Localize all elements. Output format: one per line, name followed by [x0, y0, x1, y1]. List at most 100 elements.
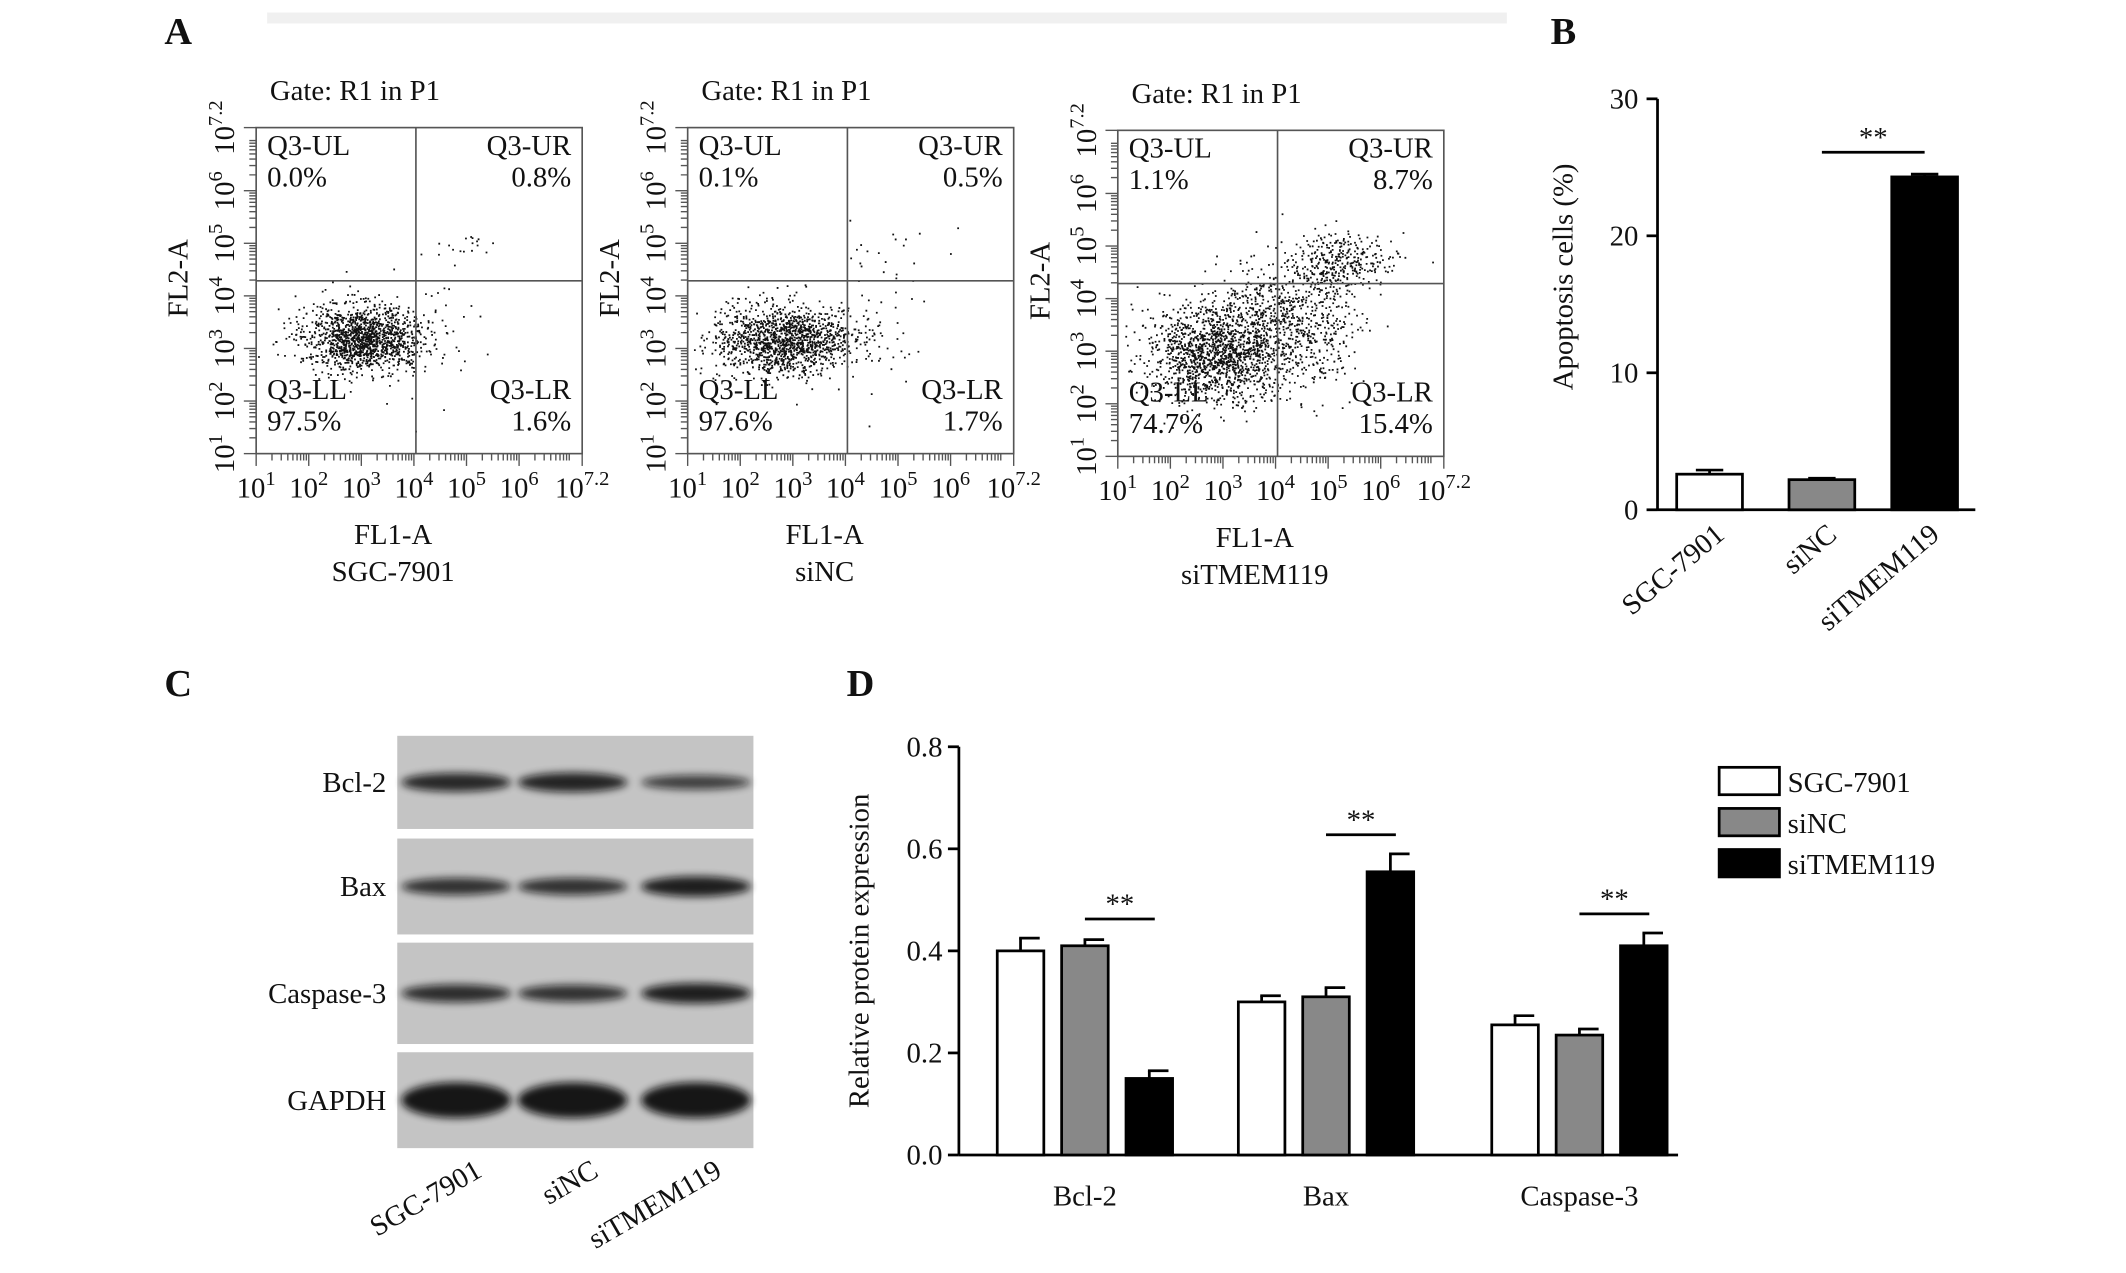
y-tick-label: 107.2 [636, 100, 672, 154]
gate-title: Gate: R1 in P1 [270, 75, 440, 107]
minor-ticks [1110, 142, 1432, 464]
bar [1554, 1033, 1605, 1157]
quadrant-percent: 97.5% [267, 405, 341, 437]
quadrant-percent: 8.7% [1373, 164, 1433, 196]
plot-frame [1116, 129, 1445, 458]
sample-label: SGC-7901 [332, 556, 455, 588]
y-tick-label: 104 [636, 276, 672, 315]
x-tick-label: SGC-7901 [1616, 518, 1731, 622]
quadrant-percent: 1.6% [511, 405, 571, 437]
x-tick-label: 107.2 [986, 468, 1040, 504]
legend-swatch [1717, 765, 1781, 797]
x-axis-label: FL1-A [354, 519, 432, 551]
blot-band [517, 984, 628, 1002]
x-tick-label: 102 [721, 468, 760, 504]
x-tick-label: Caspase-3 [1520, 1181, 1638, 1213]
y-tick-label: 107.2 [1067, 103, 1103, 157]
significance-mark: ** [1859, 122, 1888, 154]
y-tick-label: 103 [636, 329, 672, 368]
bar [1490, 1023, 1540, 1157]
quadrant-name: Q3-LR [490, 374, 572, 406]
y-axis-label: FL2-A [163, 239, 195, 318]
quadrant-percent: 1.7% [943, 405, 1003, 437]
minor-ticks [249, 139, 570, 461]
x-tick-label: 105 [1309, 471, 1348, 507]
blot-band [641, 1082, 751, 1119]
x-tick-label: Bcl-2 [1053, 1181, 1117, 1213]
y-tick-label: 104 [205, 276, 241, 315]
y-tick-label: 105 [205, 224, 241, 263]
y-tick-label: 102 [1067, 384, 1103, 423]
panel-label: D [847, 663, 875, 705]
x-tick-label: 103 [773, 468, 812, 504]
bar [1301, 995, 1351, 1157]
x-tick-label: 101 [1098, 471, 1137, 507]
x-tick-label: 101 [237, 468, 276, 504]
y-tick-label: 102 [205, 382, 241, 421]
blot-lane-label: siTMEM119 [583, 1154, 727, 1255]
x-axis-label: FL1-A [1216, 522, 1294, 554]
x-tick-label: 105 [878, 468, 917, 504]
quadrant-name: Q3-LL [267, 374, 347, 406]
blot-row-label: Caspase-3 [268, 978, 386, 1010]
x-tick-label: 102 [1151, 471, 1190, 507]
blot-band [401, 773, 511, 792]
x-tick-label: 104 [826, 468, 865, 504]
y-axis-label: FL2-A [1024, 242, 1056, 320]
quadrant-name: Q3-LL [699, 374, 779, 406]
gate-title: Gate: R1 in P1 [1131, 78, 1301, 110]
y-tick-label: 20 [1610, 220, 1639, 252]
quadrant-name: Q3-UR [487, 130, 572, 162]
x-tick-label: 107.2 [1417, 471, 1471, 507]
y-tick-label: 101 [205, 434, 241, 473]
y-tick-label: 103 [205, 329, 241, 368]
sample-label: siNC [795, 556, 854, 588]
blot-band [517, 878, 628, 895]
plot-frame [255, 126, 584, 455]
x-axis-label: FL1-A [786, 519, 865, 551]
x-tick-label: 107.2 [555, 468, 609, 504]
x-tick-label: 106 [1361, 471, 1400, 507]
blot-lane-label: siNC [536, 1154, 603, 1211]
blot-band [641, 775, 751, 790]
y-tick-label: 106 [1067, 174, 1103, 213]
y-tick-label: 0.2 [907, 1038, 943, 1070]
x-tick-label: 104 [1256, 471, 1295, 507]
bar [1787, 478, 1857, 512]
quadrant-name: Q3-LR [921, 374, 1003, 406]
minor-ticks [680, 139, 1002, 461]
quadrant-name: Q3-UL [267, 130, 350, 162]
panel-label: C [164, 663, 192, 705]
bar [1124, 1077, 1174, 1157]
quadrant-name: Q3-UR [918, 130, 1003, 162]
bar [1365, 870, 1416, 1157]
legend-swatch [1717, 848, 1781, 879]
blot-band [641, 983, 751, 1004]
blot-band [401, 878, 511, 895]
quadrant-name: Q3-UR [1348, 133, 1433, 165]
blot-band [401, 984, 511, 1003]
blot-row-label: Bcl-2 [322, 767, 386, 799]
bar [1890, 175, 1959, 512]
x-tick-label: 104 [394, 468, 433, 504]
y-tick-label: 101 [636, 434, 672, 473]
panel-label: B [1551, 11, 1577, 53]
legend-label: siNC [1788, 808, 1847, 840]
significance-mark: ** [1105, 888, 1134, 920]
y-tick-label: 102 [636, 382, 672, 421]
blot-lane-label: SGC-7901 [365, 1154, 488, 1243]
quadrant-percent: 0.1% [699, 162, 759, 194]
x-tick-label: 106 [931, 468, 970, 504]
x-tick-label: 103 [1203, 471, 1242, 507]
quadrant-name: Q3-LL [1129, 377, 1209, 409]
blot-band [641, 876, 751, 897]
quadrant-name: Q3-UL [1129, 133, 1212, 165]
y-tick-label: 106 [205, 171, 241, 210]
y-tick-label: 105 [636, 224, 672, 263]
y-tick-label: 0.8 [907, 731, 943, 763]
blot-band [517, 772, 628, 793]
quadrant-percent: 74.7% [1129, 408, 1203, 440]
x-tick-label: siNC [1777, 518, 1843, 581]
